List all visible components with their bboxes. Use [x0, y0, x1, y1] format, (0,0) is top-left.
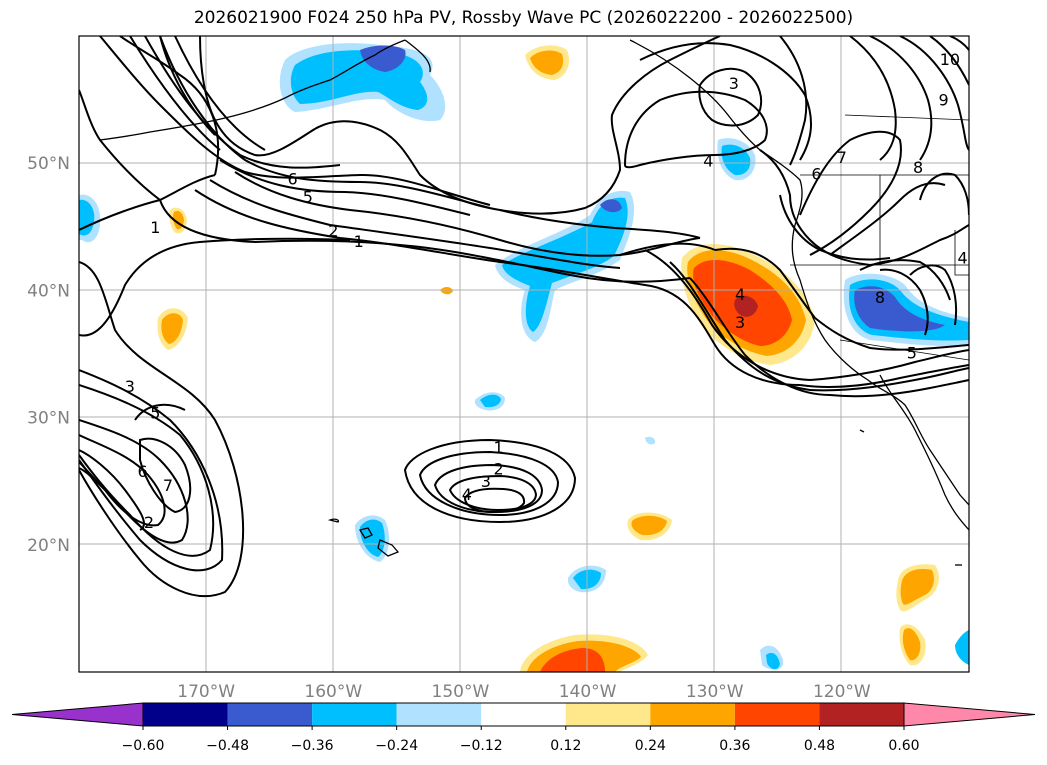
contour-label: 9	[938, 91, 948, 110]
contour-label: 4	[958, 248, 968, 267]
contour-label: 6	[811, 164, 821, 183]
contour-label: 7	[163, 476, 173, 495]
colorbar-extend-high	[903, 702, 1036, 727]
colorbar-segment	[565, 703, 651, 726]
contour-label: 2	[144, 513, 154, 532]
x-tick-label: 130°W	[686, 682, 744, 702]
contour-label: 4	[462, 485, 472, 504]
contour-label: 2	[328, 222, 338, 241]
pv-contours	[79, 36, 969, 597]
contour-label: 1	[354, 232, 364, 251]
colorbar-label: −0.60	[122, 738, 165, 754]
contour-label: 8	[875, 288, 885, 307]
y-tick-label: 20°N	[27, 536, 70, 556]
colorbar-label: 0.24	[635, 738, 666, 754]
x-tick-label: 150°W	[432, 682, 490, 702]
colorbar-segment	[312, 703, 397, 726]
contour-label: 2	[493, 459, 503, 478]
x-tick-label: 140°W	[559, 682, 617, 702]
colorbar-label: 0.60	[888, 738, 919, 754]
y-axis-ticks: 20°N 30°N 40°N 50°N	[27, 154, 70, 556]
colorbar-segment	[819, 703, 904, 726]
colorbar-label: −0.36	[291, 738, 334, 754]
contour-label: 10	[940, 50, 960, 69]
contour-label: 5	[907, 344, 917, 363]
colorbar-segment	[227, 703, 313, 726]
contour-label: 5	[303, 187, 313, 206]
contour-label: 8	[913, 158, 923, 177]
contour-label: 1	[150, 218, 160, 237]
contour-label: 6	[288, 169, 298, 188]
contour-label: 3	[125, 377, 135, 396]
y-tick-label: 40°N	[27, 281, 70, 301]
colorbar-label: −0.12	[460, 738, 503, 754]
contour-label: 6	[137, 462, 147, 481]
contour-label: 4	[703, 152, 713, 171]
contour-label: 7	[837, 148, 847, 167]
contour-label: 1	[493, 438, 503, 457]
x-axis-ticks: 170°W 160°W 150°W 140°W 130°W 120°W	[177, 682, 871, 702]
contour-label: 5	[150, 404, 160, 423]
colorbar-segment	[650, 703, 735, 726]
x-tick-label: 160°W	[304, 682, 362, 702]
chart-title: 2026021900 F024 250 hPa PV, Rossby Wave …	[193, 8, 854, 28]
y-tick-label: 50°N	[27, 154, 70, 174]
x-tick-label: 120°W	[813, 682, 871, 702]
map-frame	[78, 35, 970, 673]
colorbar-segment	[143, 703, 228, 726]
colorbar-extend-low	[11, 702, 144, 727]
contour-label: 4	[735, 285, 745, 304]
colorbar-segment	[734, 703, 820, 726]
colorbar: −0.60 −0.48 −0.36 −0.24 −0.12 0.12 0.24 0.36 0.4…	[11, 702, 1036, 754]
colorbar-outline	[142, 702, 905, 727]
colorbar-label: 0.48	[804, 738, 835, 754]
contour-label: 3	[735, 313, 745, 332]
coastlines	[99, 39, 969, 566]
colorbar-label: −0.24	[375, 738, 418, 754]
contour-label: 3	[729, 74, 739, 93]
y-tick-label: 30°N	[27, 409, 70, 429]
colorbar-label: 0.12	[550, 738, 581, 754]
contour-label: 3	[481, 472, 491, 491]
grid	[79, 36, 969, 672]
colorbar-label: 0.36	[719, 738, 750, 754]
pv-anomaly-shading	[79, 43, 969, 672]
colorbar-segment	[481, 703, 566, 726]
colorbar-label: −0.48	[206, 738, 249, 754]
colorbar-segment	[396, 703, 482, 726]
x-tick-label: 170°W	[177, 682, 235, 702]
